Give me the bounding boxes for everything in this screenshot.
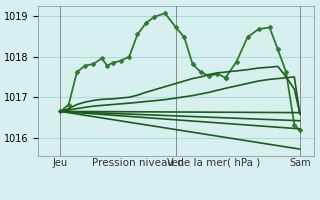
X-axis label: Pression niveau de la mer( hPa ): Pression niveau de la mer( hPa ) <box>92 157 260 167</box>
Text: Jeu: Jeu <box>53 158 68 168</box>
Text: Ven: Ven <box>167 158 185 168</box>
Text: Sam: Sam <box>289 158 311 168</box>
